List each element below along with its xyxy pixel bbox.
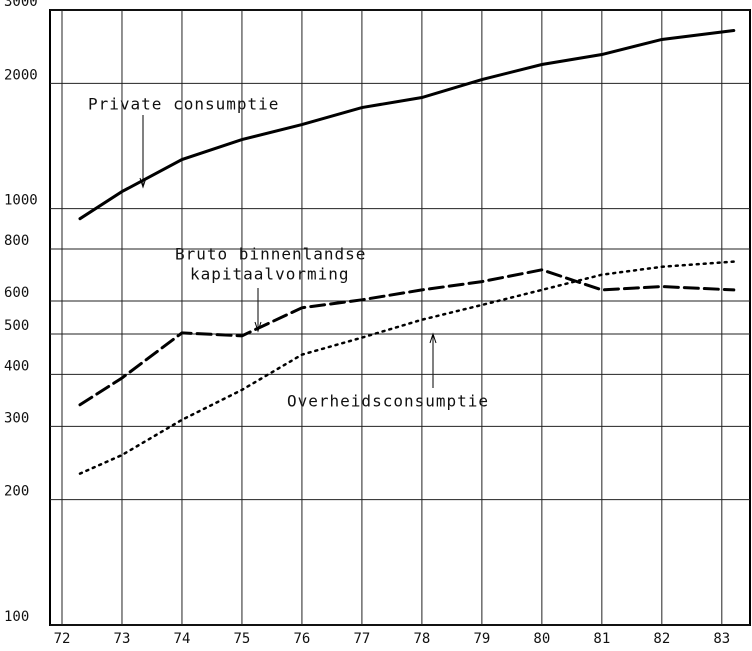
y-tick-label: 3000 xyxy=(4,0,38,10)
x-tick-label: 83 xyxy=(713,631,730,647)
y-tick-label: 200 xyxy=(4,484,29,500)
x-tick-label: 75 xyxy=(234,631,251,647)
annotation: Overheidsconsumptie xyxy=(287,392,489,411)
line-series xyxy=(78,268,736,407)
x-tick-label: 80 xyxy=(533,631,550,647)
x-tick-label: 81 xyxy=(593,631,610,647)
x-tick-label: 76 xyxy=(293,631,310,647)
x-tick-label: 72 xyxy=(54,631,71,647)
annotation: kapitaalvorming xyxy=(190,265,350,284)
annotation: Bruto binnenlandse xyxy=(175,245,366,264)
y-tick-label: 300 xyxy=(4,410,29,426)
y-tick-label: 400 xyxy=(4,358,29,374)
x-tick-label: 73 xyxy=(114,631,131,647)
y-tick-label: 600 xyxy=(4,285,29,301)
y-tick-label: 500 xyxy=(4,318,29,334)
arrows xyxy=(139,115,437,388)
y-tick-label: 2000 xyxy=(4,67,38,83)
y-tick-label: 100 xyxy=(4,609,29,625)
line-series xyxy=(78,28,736,221)
x-tick-label: 82 xyxy=(653,631,670,647)
x-tick-label: 77 xyxy=(353,631,370,647)
annotation: Private consumptie xyxy=(88,95,279,114)
x-tick-label: 74 xyxy=(174,631,191,647)
line-series xyxy=(78,260,736,475)
x-tick-label: 78 xyxy=(413,631,430,647)
y-tick-label: 800 xyxy=(4,233,29,249)
x-tick-label: 79 xyxy=(473,631,490,647)
y-tick-label: 1000 xyxy=(4,193,38,209)
